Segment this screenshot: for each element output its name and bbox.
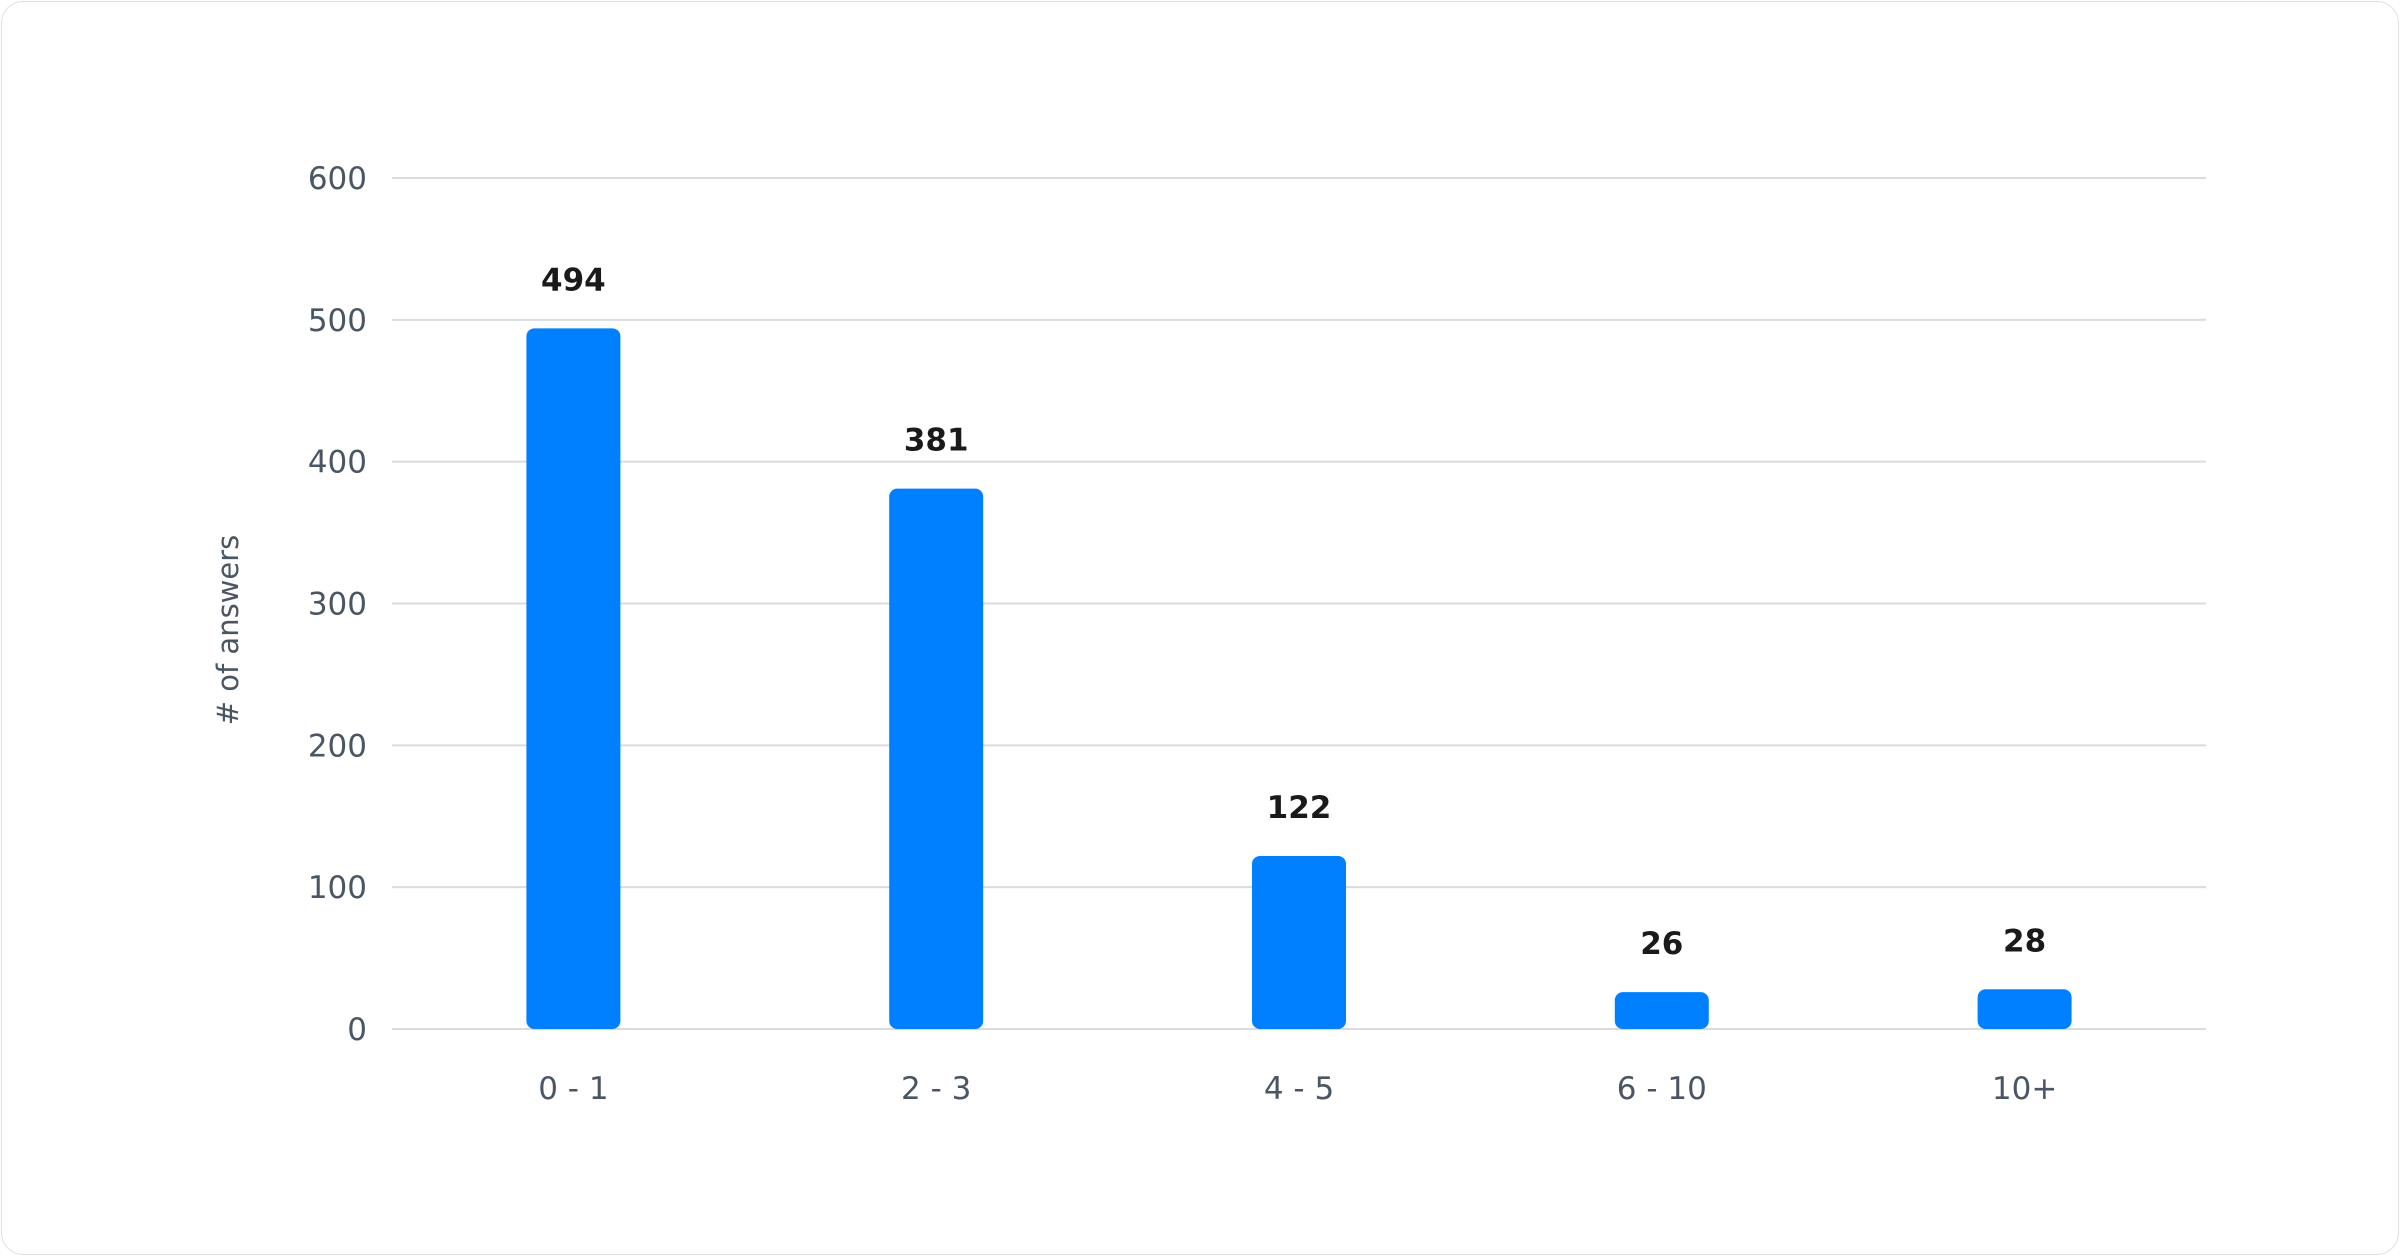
y-tick-label: 0 — [347, 1012, 367, 1048]
y-tick-label: 100 — [308, 870, 367, 906]
data-label: 28 — [2003, 923, 2046, 959]
y-tick-label: 500 — [308, 303, 367, 339]
x-tick-label: 0 - 1 — [538, 1071, 608, 1107]
x-tick-label: 4 - 5 — [1264, 1071, 1334, 1107]
data-label: 26 — [1640, 926, 1683, 962]
bar — [526, 328, 621, 1029]
y-tick-label: 300 — [308, 587, 367, 623]
y-tick-label: 600 — [308, 161, 367, 197]
data-label: 494 — [541, 262, 606, 298]
x-tick-label: 2 - 3 — [901, 1071, 971, 1107]
bar — [1252, 855, 1346, 1029]
bar — [1977, 989, 2072, 1029]
y-tick-label: 200 — [308, 728, 367, 764]
bar — [1614, 992, 1709, 1029]
y-tick-label: 400 — [308, 445, 367, 481]
data-label: 122 — [1267, 790, 1332, 826]
data-label: 381 — [904, 423, 969, 459]
bar — [889, 488, 984, 1029]
x-tick-label: 6 - 10 — [1617, 1071, 1707, 1107]
x-tick-label: 10+ — [1992, 1071, 2057, 1107]
y-axis-label: # of answers — [211, 535, 245, 726]
